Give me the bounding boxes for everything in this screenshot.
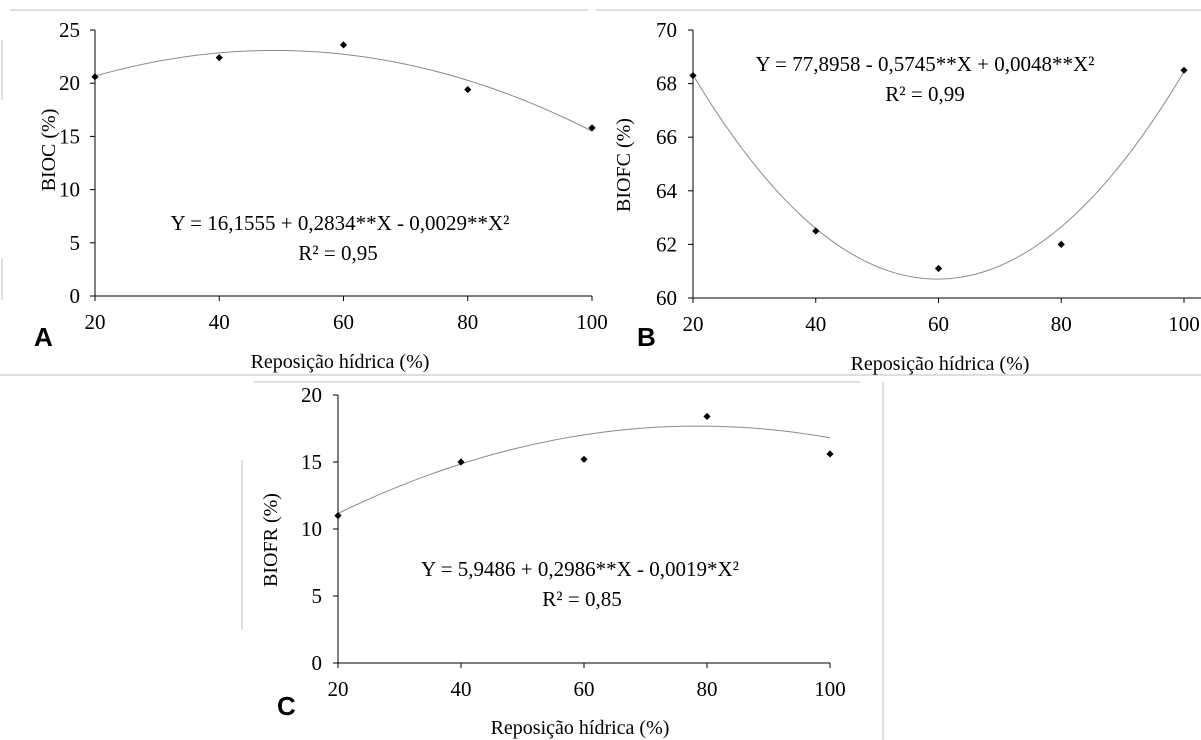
x-tick-label: 20 [328,677,349,701]
y-tick-label: 66 [656,125,677,149]
chart-panel-b: BIOFC (%) Reposição hídrica (%) Y = 77,8… [613,18,1201,375]
x-tick-label: 60 [574,677,595,701]
y-tick-label: 5 [70,231,81,255]
x-tick-label: 40 [209,310,230,334]
x-tick-label: 80 [457,310,478,334]
x-axis-label: Reposição hídrica (%) [851,353,1030,375]
fit-equation: Y = 5,9486 + 0,2986**X - 0,0019*X² [421,557,739,581]
x-tick-label: 40 [451,677,472,701]
x-tick-label: 100 [814,677,846,701]
chart-panel-a: BIOC (%) Reposição hídrica (%) Y = 16,15… [34,18,608,373]
y-tick-label: 64 [656,179,678,203]
x-axis-label: Reposição hídrica (%) [251,351,430,373]
fit-equation: Y = 77,8958 - 0,5745**X + 0,0048**X² [756,52,1095,76]
data-point [812,227,819,234]
x-tick-label: 40 [805,312,826,336]
y-tick-label: 25 [59,18,80,42]
panel-letter: C [277,691,296,721]
chart-panel-c: BIOFR (%) Reposição hídrica (%) Y = 5,94… [260,383,846,739]
x-tick-label: 80 [1051,312,1072,336]
y-tick-label: 70 [656,18,677,42]
panel-frames [0,10,1201,740]
y-tick-label: 5 [312,584,323,608]
trend-curve [338,426,830,513]
y-tick-label: 10 [301,517,322,541]
y-tick-label: 0 [70,284,81,308]
data-point [1180,67,1187,74]
y-tick-label: 68 [656,72,677,96]
x-tick-label: 60 [333,310,354,334]
y-tick-label: 10 [59,178,80,202]
data-point [826,450,833,457]
data-point [580,456,587,463]
y-tick-label: 15 [301,450,322,474]
data-point [935,265,942,272]
y-tick-label: 20 [301,383,322,407]
x-tick-label: 20 [85,310,106,334]
x-tick-label: 100 [1168,312,1200,336]
data-point [1058,241,1065,248]
x-tick-label: 80 [697,677,718,701]
data-point [703,413,710,420]
trend-curve [95,50,592,131]
x-axis-label: Reposição hídrica (%) [491,717,670,739]
data-point [464,86,471,93]
data-point [216,54,223,61]
y-tick-label: 15 [59,124,80,148]
fit-equation: Y = 16,1555 + 0,2834**X - 0,0029**X² [171,211,510,235]
y-tick-label: 62 [656,232,677,256]
panel-letter: A [34,322,53,352]
r-squared-label: R² = 0,95 [298,241,377,265]
y-axis-label: BIOFC (%) [613,118,635,212]
x-tick-label: 20 [683,312,704,336]
x-tick-label: 100 [576,310,608,334]
x-tick-label: 60 [928,312,949,336]
y-tick-label: 60 [656,286,677,310]
y-axis-label: BIOC (%) [38,109,60,192]
y-tick-label: 20 [59,71,80,95]
data-point [340,41,347,48]
y-tick-label: 0 [312,651,323,675]
r-squared-label: R² = 0,99 [885,82,964,106]
data-point [334,512,341,519]
data-point [91,73,98,80]
r-squared-label: R² = 0,85 [542,587,621,611]
panel-letter: B [637,322,656,352]
y-axis-label: BIOFR (%) [260,493,282,587]
